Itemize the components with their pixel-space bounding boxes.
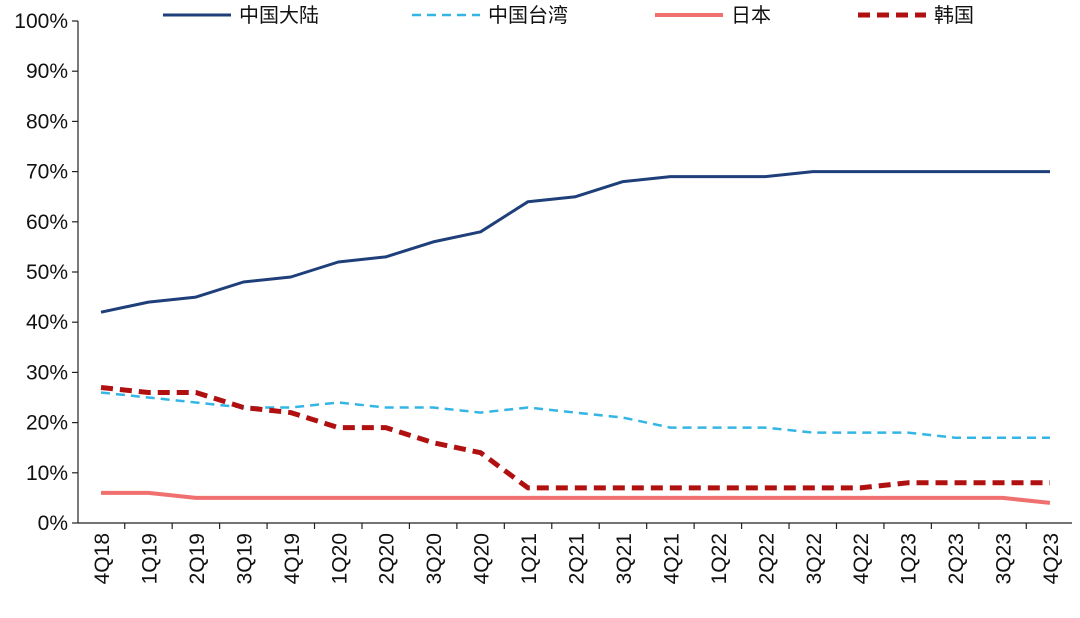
x-tick-label: 2Q22 [755, 533, 778, 584]
x-tick-label: 3Q23 [993, 533, 1016, 584]
x-tick-label: 4Q20 [471, 533, 494, 584]
x-tick-label: 4Q18 [91, 533, 114, 584]
x-tick-label: 4Q21 [660, 533, 683, 584]
axes: 0% 10% 20% 30% 40% 50% 60% 70% 80% 90% 100% 4Q18 1Q1… [14, 10, 1072, 584]
legend-label: 日本 [731, 3, 771, 27]
y-tick-label: 0% [38, 512, 68, 535]
legend-label: 中国大陆 [239, 3, 319, 27]
x-tick-label: 2Q21 [566, 533, 589, 584]
y-tick-label: 60% [26, 211, 68, 234]
legend-label: 韩国 [934, 3, 974, 27]
series-layer [100, 170, 1051, 505]
y-tick-label: 30% [26, 361, 68, 384]
x-tick-label: 2Q23 [945, 533, 968, 584]
y-tick-label: 100% [14, 10, 68, 33]
y-tick-label: 50% [26, 261, 68, 284]
y-tick-label: 80% [26, 110, 68, 133]
x-tick-label: 2Q20 [376, 533, 399, 584]
series-line [101, 490, 1051, 505]
series-line [100, 391, 1050, 439]
x-tick-label: 4Q22 [850, 533, 873, 584]
x-tick-label: 1Q21 [518, 533, 541, 584]
x-tick-label: 3Q22 [803, 533, 826, 584]
x-tick-label: 3Q20 [423, 533, 446, 584]
y-tick-label: 10% [26, 462, 68, 485]
x-tick-label: 4Q19 [281, 533, 304, 584]
series-line [100, 385, 1050, 491]
y-tick-label: 90% [26, 60, 68, 83]
x-tick-label: 1Q23 [898, 533, 921, 584]
x-tick-label: 3Q21 [613, 533, 636, 584]
y-tick-label: 40% [26, 311, 68, 334]
x-tick-label: 1Q22 [708, 533, 731, 584]
series-line [100, 170, 1050, 314]
x-tick-label: 1Q20 [328, 533, 351, 584]
x-tick-label: 4Q23 [1040, 533, 1063, 584]
y-tick-label: 70% [26, 161, 68, 184]
y-tick-label: 20% [26, 412, 68, 435]
x-tick-label: 1Q19 [138, 533, 161, 584]
legend: 中国大陆 中国台湾 日本 韩国 [163, 3, 974, 27]
x-tick-label: 3Q19 [233, 533, 256, 584]
legend-label: 中国台湾 [488, 3, 568, 27]
x-tick-label: 2Q19 [186, 533, 209, 584]
